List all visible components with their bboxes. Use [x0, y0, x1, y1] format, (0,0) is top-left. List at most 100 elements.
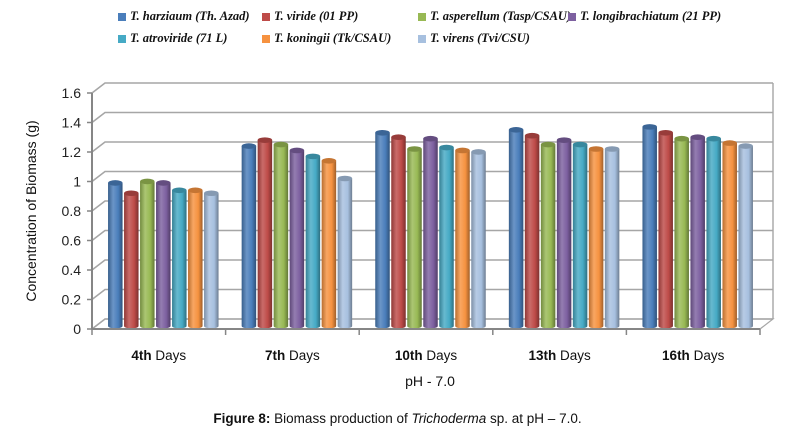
legend-item: T. viride (01 PP): [262, 9, 358, 24]
bar: [604, 146, 620, 329]
bar-body: [321, 160, 337, 329]
y-tick-label: 0.2: [62, 292, 82, 308]
legend-label: T. harziaum (Th. Azad): [130, 9, 250, 23]
caption-text-before: Biomass production of: [270, 411, 412, 426]
bar-body: [690, 137, 705, 329]
bar: [540, 141, 556, 329]
bar-body: [508, 129, 524, 329]
bar-body: [273, 144, 289, 329]
bar: [455, 147, 470, 329]
legend-label: T. longibrachiatum (21 PP): [580, 9, 722, 23]
bar-top: [391, 134, 406, 140]
bar: [690, 134, 705, 329]
bar-body: [674, 138, 689, 329]
x-tick-label: 10th Days: [395, 348, 458, 363]
bar-body: [257, 140, 273, 329]
legend-label: T. asperellum (Tasp/CSAU): [430, 9, 572, 23]
bar-top: [540, 141, 556, 148]
bar: [172, 187, 187, 329]
bar: [572, 141, 588, 329]
legend-label: T. virens (Tvi/CSU): [430, 31, 530, 45]
bar-top: [572, 141, 588, 148]
bar: [289, 147, 305, 329]
bar-top: [690, 134, 705, 140]
bar-body: [540, 144, 556, 329]
x-tick-label-rest: Days: [285, 348, 320, 363]
bar-body: [738, 146, 753, 329]
bar-body: [706, 138, 721, 329]
bar: [204, 190, 219, 329]
bar-body: [188, 190, 203, 329]
bar: [391, 134, 406, 329]
bar-body: [375, 132, 390, 329]
bar-top: [588, 146, 604, 152]
bar: [407, 146, 422, 329]
bar-top: [604, 146, 620, 152]
bar-top: [156, 180, 171, 186]
bar-body: [524, 135, 540, 329]
bar: [674, 135, 689, 329]
legend-swatch-icon: [118, 34, 126, 43]
bar-top: [204, 190, 219, 197]
bar-body: [289, 150, 305, 329]
bar-top: [321, 158, 337, 164]
x-tick-label: 16th Days: [662, 348, 725, 363]
y-tick-label: 0.4: [62, 262, 82, 278]
bar-body: [305, 156, 321, 329]
x-tick-label: 13th Days: [528, 348, 591, 363]
bar-body: [337, 178, 353, 329]
bar: [321, 158, 337, 329]
bar-body: [391, 137, 406, 329]
x-tick-label: 7th Days: [265, 348, 320, 363]
bar: [524, 132, 540, 329]
y-axis-label: Concentration of Biomass (g): [23, 120, 39, 301]
bar-top: [273, 141, 289, 148]
bar-top: [471, 149, 486, 155]
x-tick-label-rest: Days: [690, 348, 725, 363]
bar: [658, 129, 673, 329]
bar-body: [658, 132, 673, 329]
legend-item: T. asperellum (Tasp/CSAU): [418, 9, 571, 24]
bar-top: [524, 132, 540, 139]
y-tick-label: 1.4: [62, 115, 82, 131]
legend-item: T. virens (Tvi/CSU): [418, 31, 530, 46]
bar: [423, 135, 438, 329]
legend-swatch-icon: [262, 34, 270, 43]
x-tick-label: 4th Days: [131, 348, 186, 363]
bar-top: [140, 178, 155, 185]
legend-label: T. koningii (Tk/CSAU): [274, 31, 392, 45]
bar: [642, 124, 657, 329]
x-tick-label-bold: 4th: [131, 348, 151, 363]
bar-top: [124, 190, 139, 197]
bar-body: [172, 190, 187, 329]
bar-top: [108, 180, 123, 186]
legend-swatch-icon: [118, 12, 126, 21]
bar-body: [588, 149, 604, 329]
legend-swatch-icon: [418, 34, 426, 43]
y-tick-label: 1.6: [62, 85, 82, 101]
x-tick-label-bold: 10th: [395, 348, 423, 363]
x-tick-label-bold: 7th: [265, 348, 285, 363]
bar-body: [423, 138, 438, 329]
x-tick-label-bold: 13th: [528, 348, 556, 363]
legend-item: T. koningii (Tk/CSAU): [262, 31, 391, 46]
bar-body: [124, 193, 139, 329]
bar-body: [108, 182, 123, 329]
bar-body: [471, 151, 486, 329]
bar-top: [188, 187, 203, 194]
x-tick-label-rest: Days: [152, 348, 187, 363]
bar: [188, 187, 203, 329]
y-tick-label: 1: [73, 174, 81, 190]
legend-item: T. harziaum (Th. Azad): [118, 9, 250, 24]
bar: [722, 140, 737, 329]
bar: [556, 137, 572, 329]
bar-top: [172, 187, 187, 194]
bar: [439, 144, 454, 329]
bar: [508, 127, 524, 329]
bar: [273, 141, 289, 329]
x-tick-label-bold: 16th: [662, 348, 690, 363]
bars: [108, 124, 753, 329]
legend-swatch-icon: [568, 12, 576, 21]
